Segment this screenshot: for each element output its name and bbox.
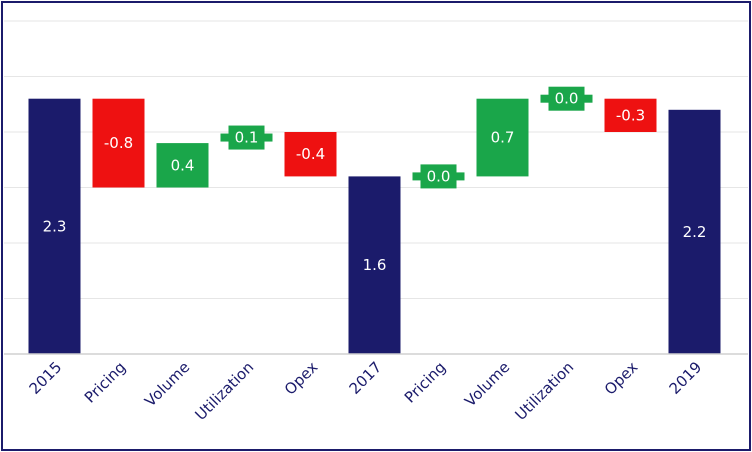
tick-label-1: Pricing (81, 358, 129, 406)
tick-label-9: Opex (601, 358, 642, 399)
bar-volume-2 (156, 143, 209, 188)
tick-label-7: Volume (461, 358, 513, 410)
data-label-7: 0.7 (491, 129, 515, 147)
data-label-1: -0.8 (104, 134, 133, 152)
bar-opex-4 (284, 132, 337, 177)
bar-2019-10 (668, 109, 721, 354)
tick-label-6: Pricing (401, 358, 449, 406)
data-label-8: 0.0 (555, 90, 579, 108)
tick-label-2: Volume (141, 358, 193, 410)
tick-label-4: Opex (281, 358, 322, 399)
data-label-2: 0.4 (171, 156, 195, 174)
tick-label-0: 2015 (26, 358, 66, 398)
data-label-6: 0.0 (427, 167, 451, 185)
bar-2015-0 (28, 98, 81, 354)
data-label-5: 1.6 (363, 256, 387, 274)
tick-label-5: 2017 (346, 358, 386, 398)
tick-label-10: 2019 (666, 358, 706, 398)
bar-volume-7 (476, 98, 529, 177)
data-label-3: 0.1 (235, 129, 259, 147)
label-box-8 (548, 86, 585, 111)
data-label-10: 2.2 (683, 223, 707, 241)
label-box-6 (420, 164, 457, 189)
label-box-3 (228, 125, 265, 150)
data-label-9: -0.3 (616, 106, 645, 124)
bars (28, 86, 721, 354)
data-labels: 2.3 -0.8 0.4 0.1 -0.4 1.6 0.0 0.7 0.0 -0.3 2.2 (43, 90, 707, 275)
data-label-4: -0.4 (296, 145, 325, 163)
data-label-0: 2.3 (43, 217, 67, 235)
bar-pricing-1 (92, 98, 145, 188)
tick-label-8: Utilization (511, 358, 577, 424)
bar-opex-9 (604, 98, 657, 132)
tick-label-3: Utilization (191, 358, 257, 424)
bar-2017-5 (348, 176, 401, 354)
